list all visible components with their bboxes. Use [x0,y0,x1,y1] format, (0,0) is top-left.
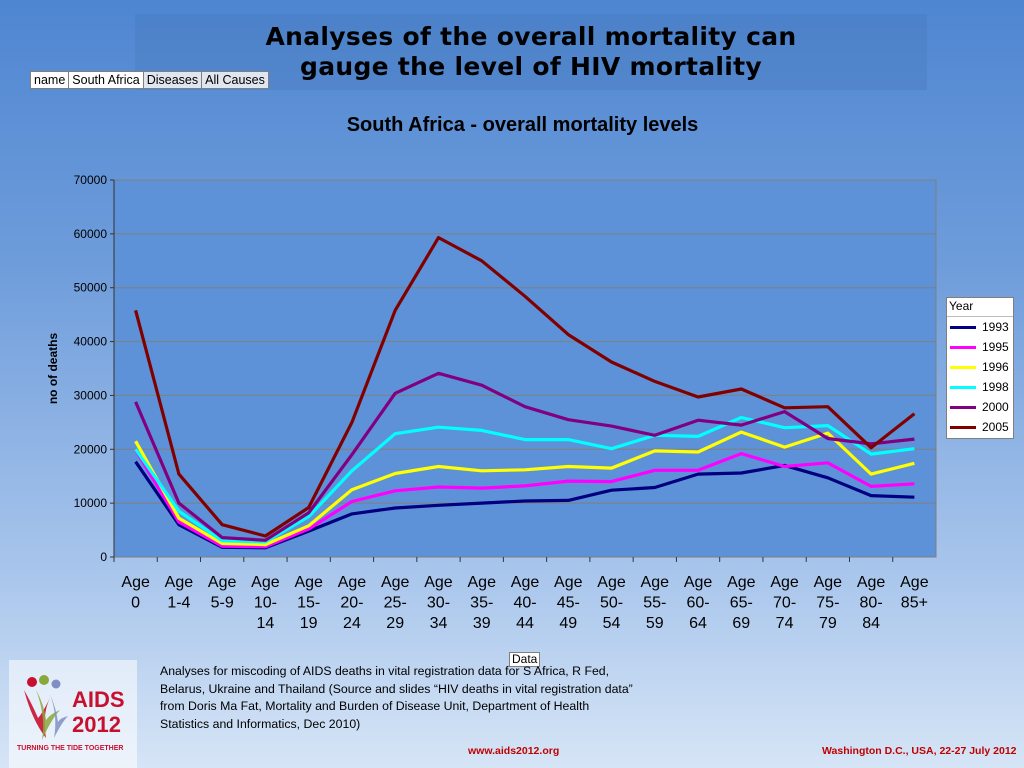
chart-title: South Africa - overall mortality levels [346,114,699,136]
series-line-1998 [134,415,915,544]
source-caption: Analyses for miscoding of AIDS deaths in… [160,664,633,731]
legend-swatch [950,345,976,349]
x-tick-label: Age 85+ [900,574,929,612]
y-tick-label: 70000 [74,173,108,187]
footer-event-text: Washington D.C., USA, 22-27 July 2012 [822,745,1017,757]
legend-label: 1996 [982,360,1009,374]
legend-label: 2005 [982,420,1009,434]
series-line-2005 [134,236,916,538]
y-tick-label: 0 [100,550,107,564]
x-tick-label: Age 10-14 [251,574,280,632]
filter-diseases-value[interactable]: All Causes [201,71,269,89]
x-tick-label: Age 60-64 [684,574,713,632]
x-tick-label: Age 75-79 [814,574,843,632]
legend-item-2005: 2005 [947,417,1013,437]
legend-swatch [950,425,976,429]
x-tick-label: Age 1-4 [165,574,194,612]
x-tick-label: Age 70-74 [770,574,799,632]
filter-diseases-label: Diseases [142,71,203,89]
legend-item-2000: 2000 [947,397,1013,417]
x-tick-label: Age 80-84 [857,574,886,632]
x-tick-label: Age 20-24 [338,574,367,632]
legend-title: Year [947,298,1013,317]
filter-name-value[interactable]: South Africa [68,71,144,89]
y-tick-label: 30000 [74,388,108,402]
y-tick-label: 20000 [74,442,108,456]
y-tick-label: 10000 [74,496,108,510]
x-tick-label: Age 5-9 [208,574,237,612]
x-tick-label: Age 25-29 [381,574,410,632]
legend-item-1995: 1995 [947,337,1013,357]
footer-url-link[interactable]: www.aids2012.org [468,745,560,757]
logo-text-main: AIDS [72,687,125,712]
x-tick-label: Age 40-44 [511,574,540,632]
x-tick-label: Age 50-54 [597,574,626,632]
slide-title: Analyses of the overall mortality can ga… [135,22,927,82]
series-lines [134,236,916,550]
y-axis: 0 10000 20000 30000 40000 50000 60000 70000 [74,173,115,564]
aids-2012-logo: AIDS 2012 TURNING THE TIDE TOGETHER [17,675,125,752]
legend-swatch [950,325,976,329]
x-tick-label: Age 15-19 [294,574,323,632]
x-tick-label: Age 30-34 [424,574,453,632]
legend-item-1998: 1998 [947,377,1013,397]
y-tick-label: 40000 [74,335,108,349]
x-axis-field-button[interactable]: Data [509,652,541,667]
y-axis-label: no of deaths [46,333,60,405]
legend-swatch [950,385,976,389]
logo-tagline: TURNING THE TIDE TOGETHER [17,745,123,752]
x-tick-label: Age 35-39 [468,574,497,632]
series-line-1995 [134,448,915,549]
legend-label: 1995 [982,340,1009,354]
plot-area [113,179,937,558]
slide-title-line1: Analyses of the overall mortality can [265,22,797,51]
slide-title-line2: gauge the level of HIV mortality [300,52,762,81]
series-line-1996 [134,430,915,547]
pivot-filter-bar: name South Africa Diseases All Causes [30,71,269,89]
x-tick-label: Age 65-69 [727,574,756,632]
legend-label: 1993 [982,320,1009,334]
x-tick-label: Age 0 [121,574,150,612]
legend-swatch [950,365,976,369]
gridlines [114,179,936,558]
legend-label: 1998 [982,380,1009,394]
series-line-2000 [134,371,915,542]
legend-item-1996: 1996 [947,357,1013,377]
x-axis: Age 0 Age 1-4 Age 5-9 Age 10-14 Age 15-19 Age 20-24… [113,557,929,632]
x-tick-label: Age 55-59 [641,574,670,632]
x-tick-label: Age 45-49 [554,574,583,632]
y-tick-label: 50000 [74,281,108,295]
legend: Year 1993 1995 1996 1998 2000 2005 [946,297,1014,439]
legend-swatch [950,405,976,409]
legend-label: 2000 [982,400,1009,414]
y-tick-label: 60000 [74,227,108,241]
legend-item-1993: 1993 [947,317,1013,337]
logo-text-year: 2012 [72,712,121,737]
